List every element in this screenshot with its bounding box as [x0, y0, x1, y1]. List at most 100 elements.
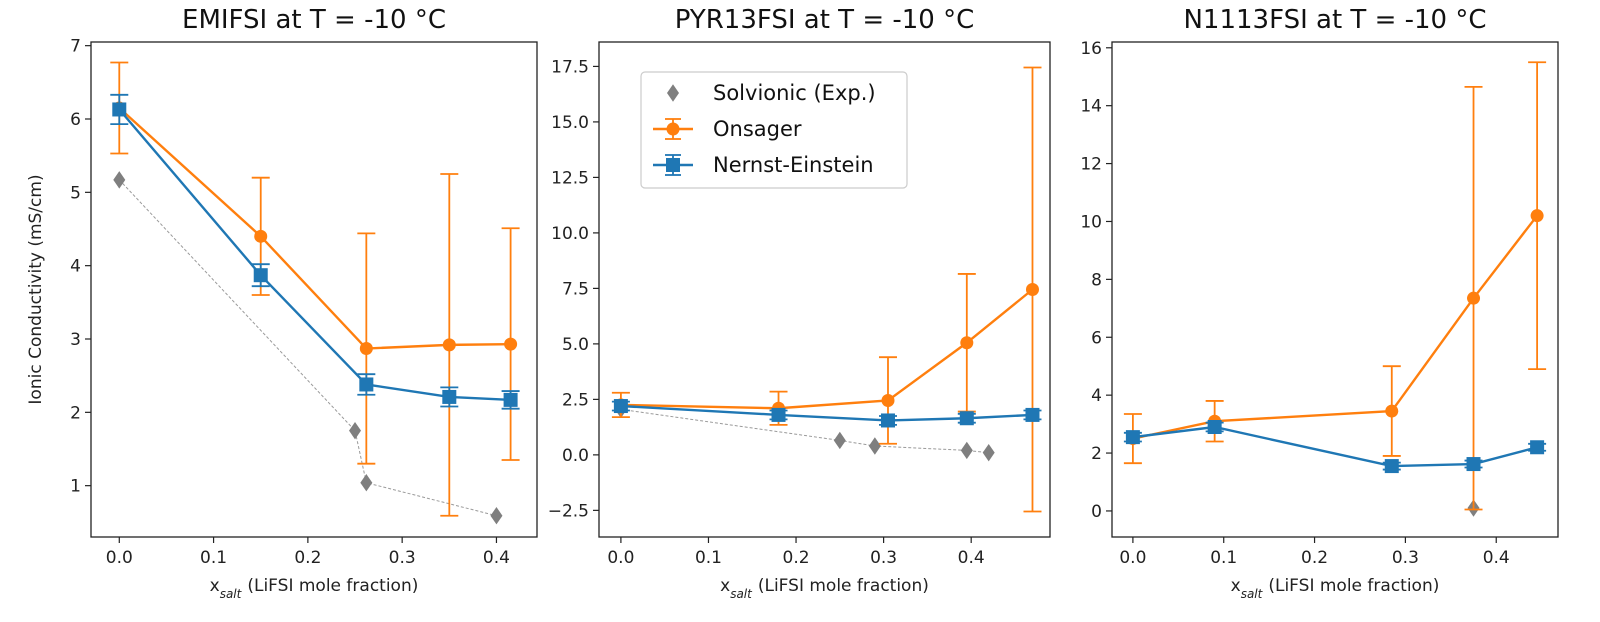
nernst-point: [253, 268, 268, 283]
series-nernst-einstein: [110, 93, 520, 410]
x-tick-label: 0.4: [1483, 548, 1510, 568]
chart-title: PYR13FSI at T = -10 °C: [675, 5, 975, 35]
series-onsager: [1123, 61, 1547, 511]
legend-onsager-marker: [666, 122, 680, 136]
exp-point: [960, 441, 973, 460]
y-tick-label: 0: [1091, 502, 1102, 522]
y-axis-label: Ionic Conductivity (mS/cm): [26, 174, 46, 404]
nernst-point: [503, 392, 518, 407]
nernst-point: [771, 407, 786, 422]
y-tick-label: 7.5: [562, 279, 589, 299]
series-solvionic-exp: [113, 171, 503, 525]
y-tick-label: 2: [70, 403, 81, 423]
nernst-point: [959, 411, 974, 426]
legend: Solvionic (Exp.) Onsager Nernst-Einstein: [640, 71, 908, 189]
x-tick-label: 0.2: [294, 548, 321, 568]
onsager-point: [442, 338, 456, 352]
x-tick-label: 0.4: [483, 548, 510, 568]
y-tick-label: 2.5: [562, 390, 589, 410]
exp-point: [490, 507, 503, 525]
x-axis-label: xsalt (LiFSI mole fraction): [720, 576, 929, 601]
exp-point: [868, 437, 881, 455]
plot-frame: [598, 41, 1051, 538]
x-tick-label: 0.3: [389, 548, 416, 568]
exp-point: [113, 171, 126, 189]
nernst-point: [1125, 430, 1140, 445]
onsager-point: [254, 229, 268, 243]
series-onsager: [110, 61, 520, 517]
nernst-point: [613, 399, 628, 414]
legend-label: Onsager: [713, 117, 802, 141]
onsager-point: [1025, 283, 1039, 296]
exp-line: [118, 179, 497, 517]
series-nernst-einstein: [611, 399, 1042, 428]
y-tick-label: 12: [1080, 155, 1102, 175]
plot-frame: [1111, 41, 1559, 538]
x-tick-label: 0.2: [783, 548, 810, 568]
onsager-point: [1530, 209, 1544, 223]
legend-nernst-marker: [666, 158, 680, 172]
y-tick-label: 8: [1091, 270, 1102, 290]
y-tick-label: 16: [1080, 39, 1102, 59]
x-tick-label: 0.3: [1392, 548, 1419, 568]
y-tick-label: 2: [1091, 444, 1102, 464]
series-line: [620, 288, 1034, 410]
legend-label: Nernst-Einstein: [713, 153, 874, 177]
y-tick-label: 12.5: [551, 168, 589, 188]
y-tick-label: 3: [70, 330, 81, 350]
x-tick-label: 0.1: [200, 548, 227, 568]
legend-label: Solvionic (Exp.): [713, 81, 876, 105]
y-tick-label: 0.0: [562, 446, 589, 466]
onsager-point: [504, 337, 518, 351]
y-tick-label: 17.5: [551, 57, 589, 77]
x-tick-label: 0.3: [870, 548, 897, 568]
x-tick-label: 0.1: [695, 548, 722, 568]
y-tick-label: 15.0: [551, 113, 589, 133]
plot-frame: [90, 41, 538, 538]
y-tick-label: 4: [1091, 386, 1102, 406]
chart-title: N1113FSI at T = -10 °C: [1183, 5, 1486, 35]
y-tick-label: 10: [1080, 212, 1102, 232]
series-line: [1132, 214, 1539, 440]
nernst-point: [880, 413, 895, 428]
series-line: [118, 108, 511, 402]
y-tick-label: 1: [70, 477, 81, 497]
onsager-point: [881, 393, 895, 407]
x-tick-label: 0.0: [607, 548, 634, 568]
chart-panel-1: EMIFSI at T = -10 °C 0.0 0.1 0.2 0.3 0.4 1 2 3 4 5…: [26, 5, 538, 601]
nernst-point: [112, 102, 127, 117]
y-tick-label: 7: [70, 37, 81, 57]
x-tick-label: 0.2: [1301, 548, 1328, 568]
nernst-point: [1384, 459, 1399, 474]
onsager-point: [359, 342, 373, 356]
exp-point: [349, 421, 362, 440]
nernst-point: [1025, 407, 1040, 422]
nernst-point: [1530, 440, 1545, 455]
chart-panel-2: PYR13FSI at T = -10 °C 0.0 0.1 0.2 0.3 0.4 −2.…: [548, 5, 1051, 601]
nernst-point: [1466, 457, 1481, 472]
onsager-point: [1385, 404, 1399, 418]
y-tick-label: 14: [1080, 97, 1102, 117]
exp-point: [982, 443, 995, 462]
exp-point: [360, 474, 373, 492]
y-tick-label: 6: [70, 110, 81, 130]
x-axis-label: xsalt (LiFSI mole fraction): [210, 576, 419, 601]
x-axis-label: xsalt (LiFSI mole fraction): [1231, 576, 1440, 601]
exp-point: [833, 431, 846, 450]
series-line: [118, 107, 511, 350]
onsager-point: [960, 336, 974, 350]
y-tick-label: −2.5: [548, 501, 589, 521]
y-tick-label: 5.0: [562, 335, 589, 355]
nernst-point: [1207, 420, 1222, 434]
onsager-point: [1467, 291, 1481, 305]
chart-title: EMIFSI at T = -10 °C: [182, 5, 446, 35]
y-tick-label: 10.0: [551, 224, 589, 244]
series-nernst-einstein: [1123, 420, 1547, 474]
x-tick-label: 0.0: [106, 548, 133, 568]
y-tick-label: 5: [70, 183, 81, 203]
legend-box: [640, 71, 908, 189]
nernst-point: [442, 389, 457, 404]
legend-exp-marker: [667, 84, 679, 102]
x-tick-label: 0.0: [1119, 548, 1146, 568]
